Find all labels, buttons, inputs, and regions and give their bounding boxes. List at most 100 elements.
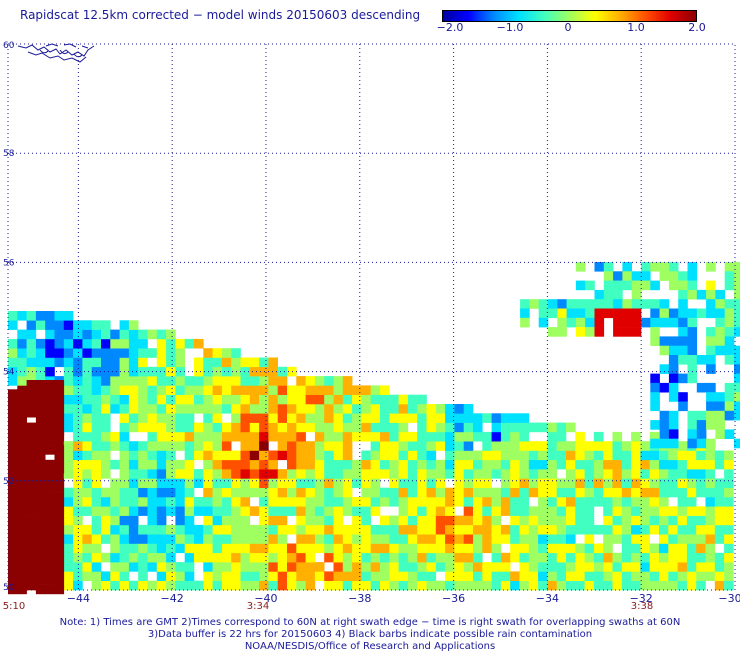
- wind-cell: [212, 413, 223, 423]
- wind-cell: [435, 422, 446, 433]
- wind-cell: [668, 271, 679, 281]
- wind-cell: [54, 469, 65, 479]
- wind-cell: [17, 491, 27, 502]
- wind-cell: [8, 491, 18, 502]
- wind-cell: [687, 438, 698, 449]
- wind-cell: [156, 413, 167, 423]
- wind-cell: [259, 450, 269, 461]
- wind-cell: [389, 469, 399, 479]
- wind-cell: [445, 413, 455, 423]
- wind-cell: [417, 404, 427, 414]
- wind-cell: [101, 469, 111, 479]
- wind-cell: [184, 394, 195, 405]
- wind-cell: [631, 571, 641, 581]
- wind-cell: [696, 506, 706, 516]
- wind-cell: [166, 404, 176, 414]
- wind-cell: [268, 366, 278, 377]
- wind-cell: [35, 469, 46, 479]
- wind-cell: [426, 524, 437, 535]
- wind-cell: [696, 450, 706, 461]
- wind-cell: [613, 299, 623, 309]
- wind-cell: [203, 497, 213, 507]
- wind-cell: [566, 571, 576, 581]
- wind-cell: [686, 552, 697, 563]
- wind-cell: [17, 338, 27, 349]
- wind-cell: [17, 528, 27, 539]
- wind-cell: [696, 355, 707, 365]
- wind-cell: [352, 543, 362, 554]
- wind-cell: [668, 552, 678, 563]
- longitude-tick-label: −36: [442, 592, 465, 605]
- wind-cell: [687, 373, 698, 384]
- wind-cell: [538, 515, 548, 526]
- wind-cell: [566, 422, 576, 433]
- wind-cell: [63, 413, 74, 423]
- wind-cell: [398, 543, 409, 554]
- wind-cell: [389, 478, 399, 488]
- wind-cell: [333, 506, 344, 516]
- wind-cell: [491, 413, 502, 423]
- wind-cell: [398, 487, 409, 498]
- wind-cell: [445, 404, 455, 414]
- wind-cell: [519, 487, 530, 498]
- wind-cell: [445, 543, 455, 554]
- wind-cell: [398, 571, 409, 581]
- wind-cell: [147, 413, 158, 423]
- wind-cell: [147, 348, 158, 358]
- chart-title: Rapidscat 12.5km corrected − model winds…: [20, 8, 421, 22]
- wind-cell: [240, 431, 251, 442]
- wind-cell: [510, 422, 520, 433]
- wind-cell: [194, 469, 204, 479]
- wind-cell: [342, 562, 353, 572]
- swath-time-label: 5:10: [3, 601, 25, 612]
- wind-cell: [128, 552, 139, 563]
- wind-cell: [212, 450, 223, 461]
- wind-cell: [361, 413, 371, 423]
- wind-cell: [63, 497, 74, 507]
- wind-cell: [435, 487, 446, 498]
- wind-cell: [445, 487, 455, 498]
- wind-cell: [677, 562, 688, 572]
- wind-cell: [268, 422, 278, 433]
- wind-cell: [296, 524, 306, 535]
- wind-cell: [277, 580, 288, 591]
- wind-cell: [35, 566, 46, 576]
- wind-cell: [519, 469, 530, 479]
- wind-cell: [621, 487, 632, 498]
- wind-cell: [398, 524, 409, 535]
- wind-cell: [566, 562, 576, 572]
- wind-cell: [500, 487, 511, 498]
- wind-cell: [715, 410, 725, 421]
- wind-cell: [91, 478, 102, 488]
- wind-cell: [166, 571, 176, 581]
- wind-cell: [389, 487, 399, 498]
- wind-cell: [221, 450, 232, 461]
- wind-cell: [101, 394, 111, 405]
- wind-cell: [705, 506, 716, 516]
- wind-cell: [575, 497, 585, 507]
- wind-cell: [584, 469, 595, 479]
- wind-cell: [613, 317, 623, 328]
- wind-cell: [454, 571, 464, 581]
- wind-cell: [240, 534, 251, 544]
- wind-cell: [407, 515, 418, 526]
- wind-cell: [268, 469, 278, 479]
- wind-cell: [17, 417, 27, 427]
- wind-cell: [35, 500, 46, 511]
- wind-cell: [296, 580, 306, 591]
- wind-cell: [454, 441, 464, 451]
- wind-cell: [324, 422, 334, 433]
- wind-cell: [417, 431, 427, 442]
- wind-cell: [82, 469, 92, 479]
- wind-cell: [361, 562, 371, 572]
- wind-cell: [8, 473, 18, 483]
- wind-cell: [268, 515, 278, 526]
- wind-cell: [296, 534, 306, 544]
- wind-cell: [73, 385, 83, 395]
- wind-difference-cells: [8, 262, 740, 595]
- wind-cell: [380, 431, 390, 442]
- wind-cell: [668, 345, 679, 356]
- wind-cell: [175, 338, 185, 349]
- wind-cell: [706, 308, 716, 319]
- wind-cell: [641, 271, 651, 281]
